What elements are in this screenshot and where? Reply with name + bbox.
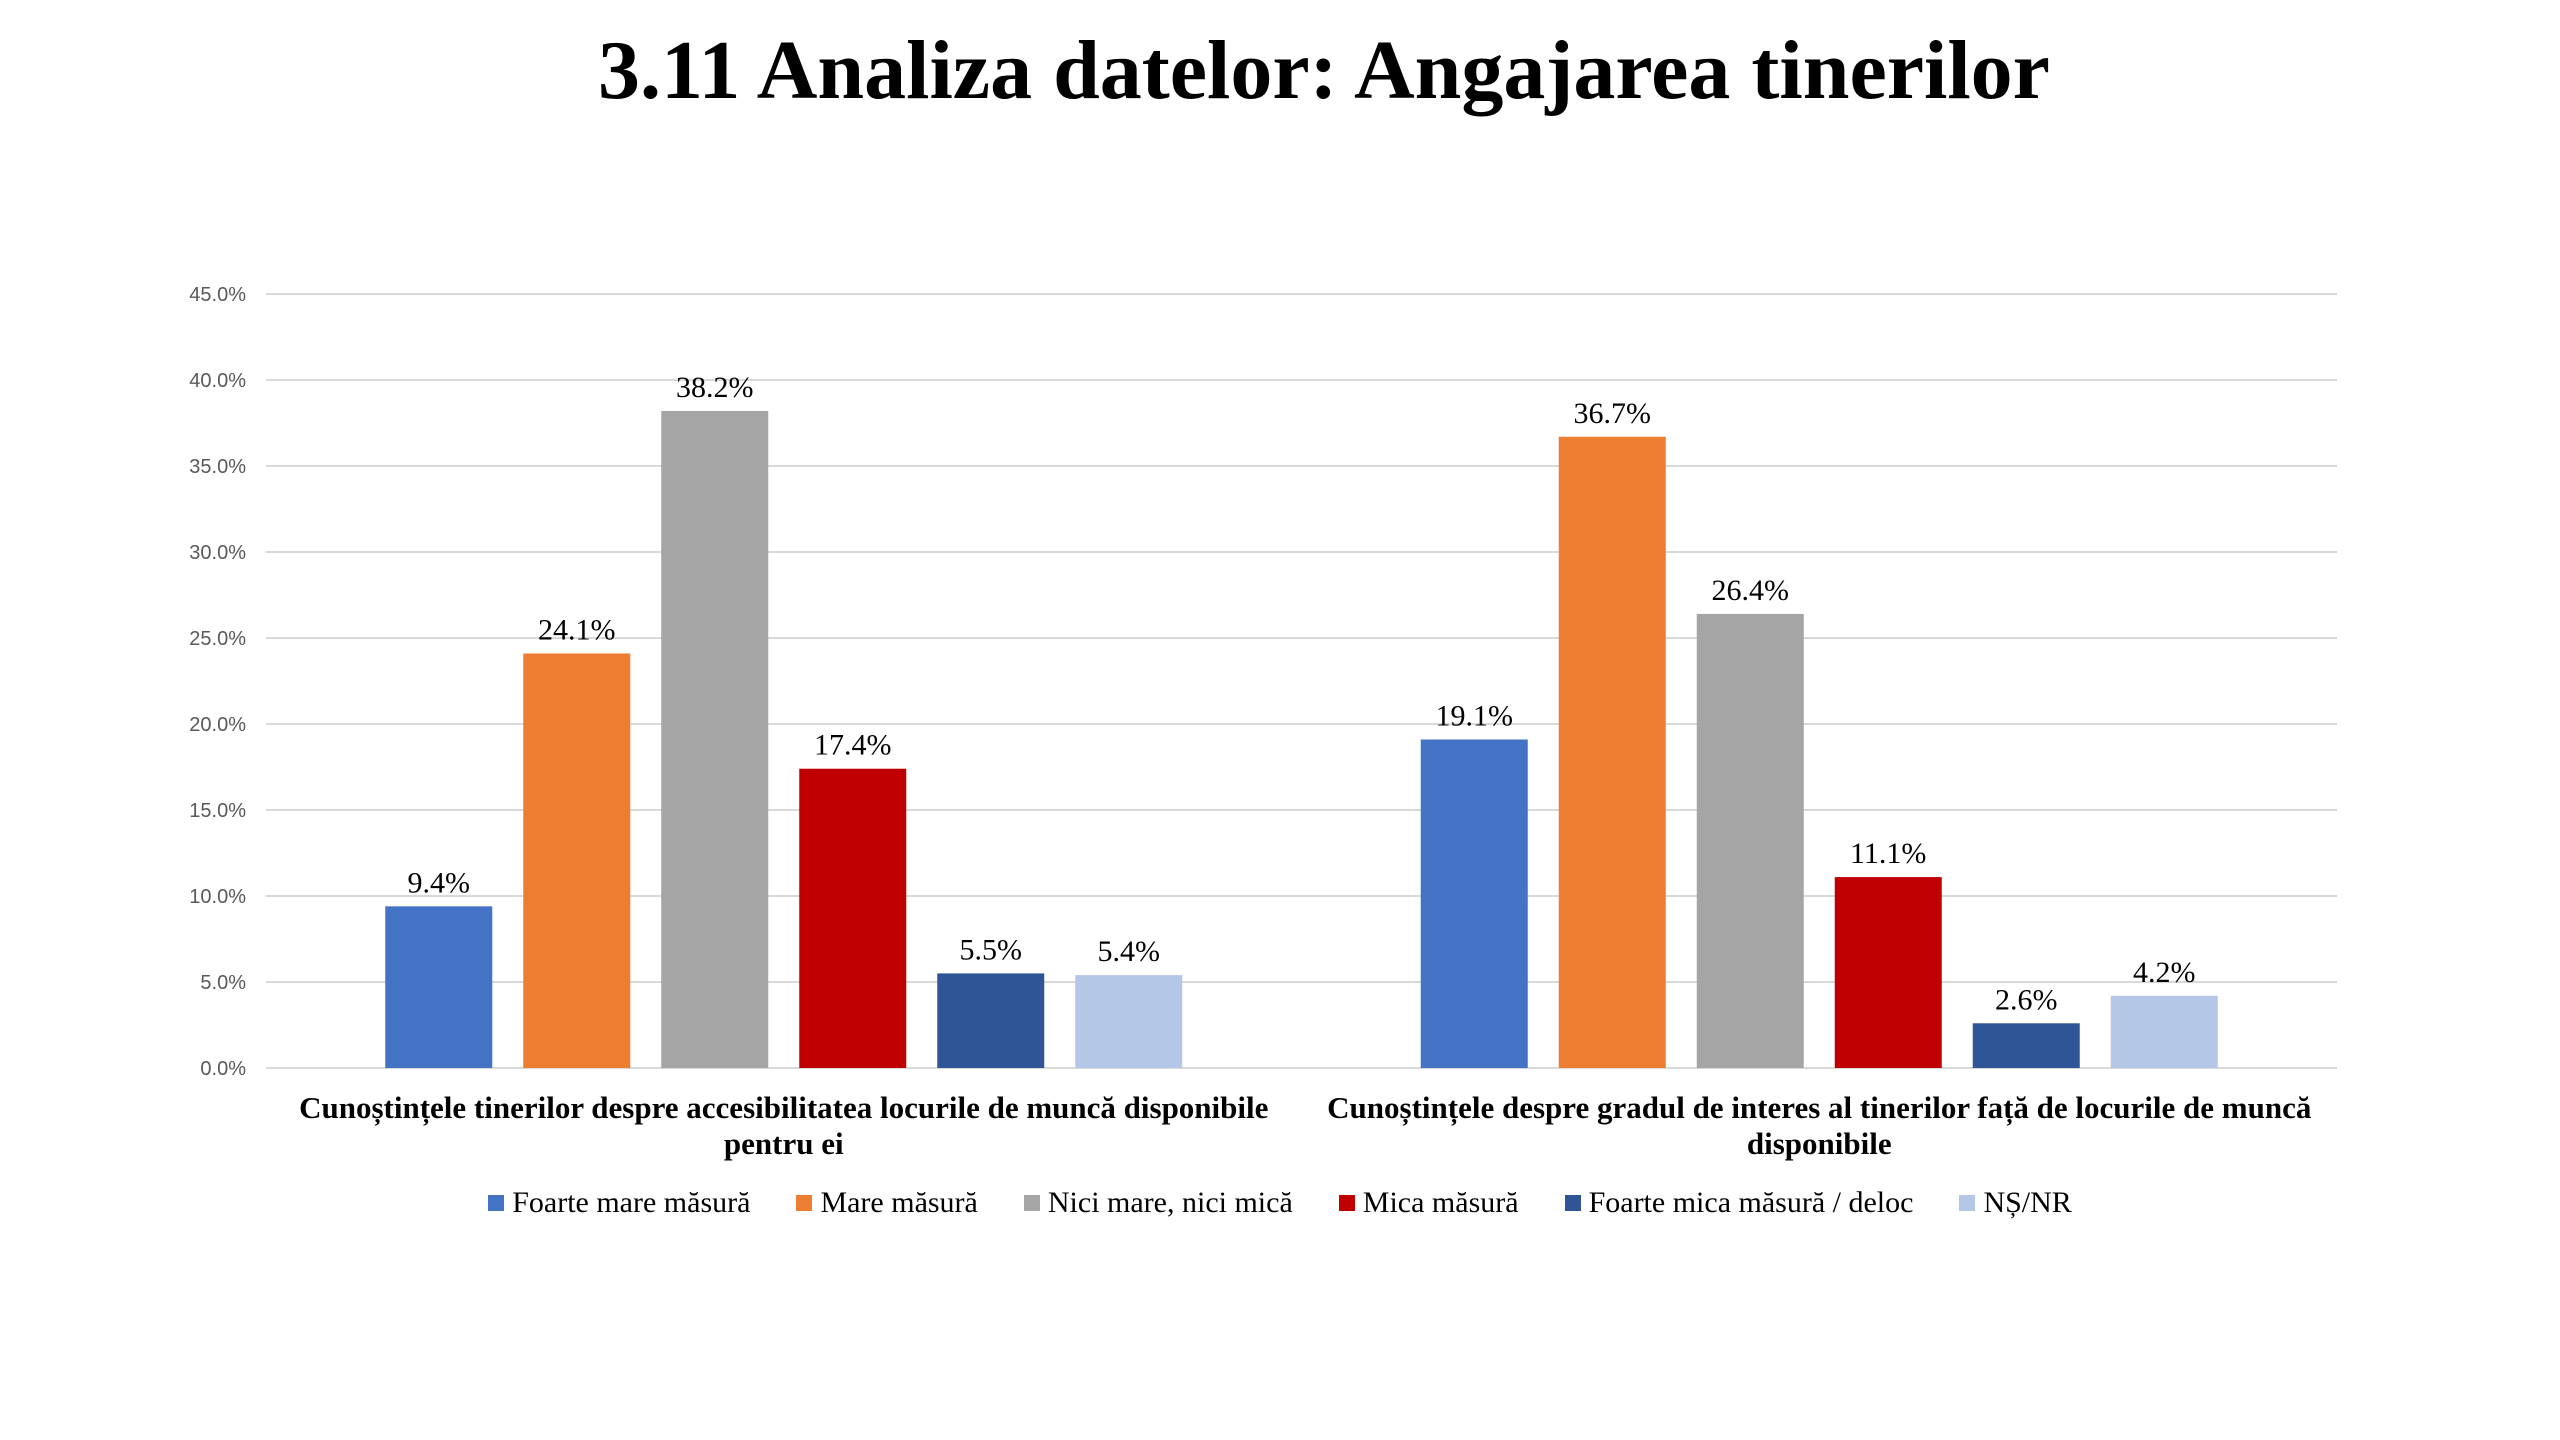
y-tick-label: 20.0% — [189, 714, 246, 736]
y-tick-label: 45.0% — [189, 284, 246, 306]
category-label: Cunoștințele despre gradul de interes al… — [1327, 1090, 2312, 1126]
y-tick-label: 35.0% — [189, 456, 246, 478]
legend-label: NȘ/NR — [1983, 1186, 2072, 1219]
bar — [2110, 995, 2218, 1068]
data-label: 4.2% — [2133, 956, 2196, 989]
data-label: 38.2% — [676, 371, 754, 404]
y-tick-label: 40.0% — [189, 370, 246, 392]
category-label: disponibile — [1747, 1126, 1892, 1161]
bar — [937, 973, 1045, 1068]
legend-item: Foarte mare măsură — [488, 1186, 750, 1220]
legend-label: Foarte mare măsură — [512, 1186, 751, 1219]
legend-label: Foarte mica măsură / deloc — [1588, 1186, 1914, 1219]
data-label: 19.1% — [1436, 699, 1514, 732]
y-tick-label: 5.0% — [200, 972, 246, 994]
legend-label: Mica măsură — [1362, 1186, 1519, 1219]
data-label: 5.4% — [1098, 935, 1161, 968]
data-label: 2.6% — [1995, 983, 2058, 1016]
legend-item: Nici mare, nici mică — [1023, 1186, 1293, 1220]
y-tick-label: 30.0% — [189, 542, 246, 564]
data-label: 11.1% — [1850, 837, 1926, 870]
legend-swatch — [488, 1195, 505, 1211]
data-label: 17.4% — [814, 729, 892, 762]
legend-label: Nici mare, nici mică — [1047, 1186, 1293, 1219]
data-label: 5.5% — [960, 933, 1023, 966]
y-tick-label: 25.0% — [189, 628, 246, 650]
legend-item: Mare măsură — [796, 1186, 978, 1220]
legend-item: Mica măsură — [1338, 1186, 1519, 1220]
data-label: 9.4% — [408, 866, 471, 899]
legend-swatch — [1959, 1195, 1976, 1211]
bar — [523, 653, 631, 1068]
data-label: 24.1% — [538, 613, 616, 646]
bar — [1558, 436, 1666, 1068]
legend-swatch — [1564, 1195, 1581, 1211]
bar — [661, 410, 769, 1069]
bar — [1420, 739, 1528, 1068]
category-label: Cunoștințele tinerilor despre accesibili… — [299, 1090, 1268, 1126]
legend-swatch — [1023, 1195, 1040, 1211]
bar — [1696, 613, 1804, 1068]
y-tick-label: 15.0% — [189, 800, 246, 822]
bar — [1834, 877, 1942, 1068]
bar — [799, 768, 907, 1068]
legend-item: NȘ/NR — [1959, 1186, 2072, 1220]
legend-swatch — [796, 1195, 813, 1211]
bar — [1075, 975, 1183, 1068]
category-label: pentru ei — [724, 1126, 844, 1161]
y-tick-label: 0.0% — [200, 1058, 246, 1080]
legend-label: Mare măsură — [820, 1186, 978, 1219]
bar — [1972, 1023, 2080, 1068]
data-label: 26.4% — [1712, 574, 1790, 607]
legend-item: Foarte mica măsură / deloc — [1564, 1186, 1914, 1220]
legend-swatch — [1338, 1195, 1355, 1211]
bar — [385, 906, 493, 1068]
data-label: 36.7% — [1574, 397, 1652, 430]
chart-title: 3.11 Analiza datelor: Angajarea tinerilo… — [598, 24, 2050, 117]
legend: Foarte mare măsură Mare măsură Nici mare, … — [0, 1186, 2560, 1220]
y-tick-label: 10.0% — [189, 886, 246, 908]
